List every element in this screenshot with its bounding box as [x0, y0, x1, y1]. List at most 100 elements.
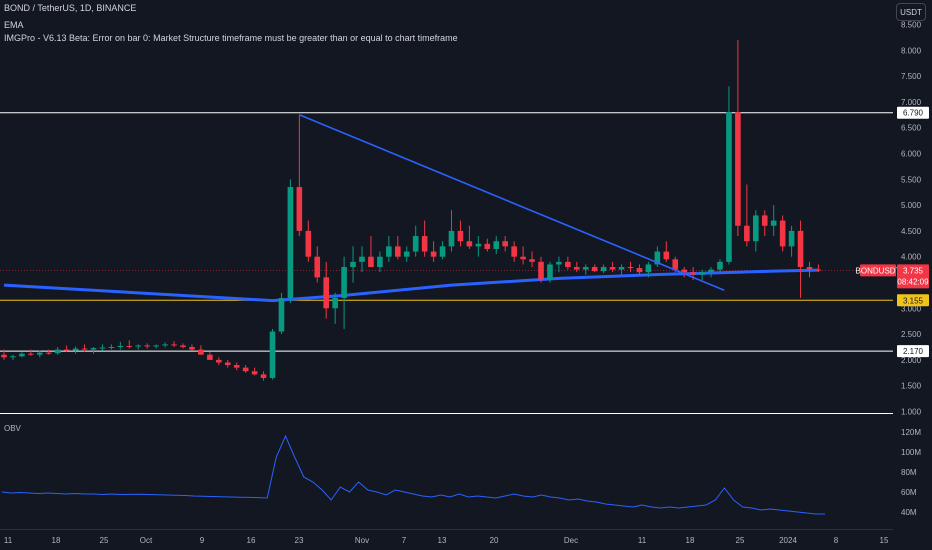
candle-body: [681, 269, 687, 273]
candle-body: [574, 267, 580, 270]
candle-body: [108, 347, 115, 348]
time-axis-tick: 25: [736, 536, 745, 545]
candle-body: [90, 348, 97, 350]
candle-body: [323, 277, 329, 309]
candle-body: [466, 241, 473, 247]
candle-body: [162, 344, 168, 346]
symbol-tag: [860, 264, 896, 277]
candle-body: [547, 264, 553, 280]
candle-body: [296, 187, 303, 231]
candle-body: [448, 230, 455, 247]
candle-body: [582, 267, 589, 270]
time-axis-tick: 20: [490, 536, 499, 545]
price-axis-tick: 8.000: [901, 46, 922, 55]
ema-line: [3, 268, 819, 303]
candle-body: [591, 267, 598, 272]
last-price-value: 3.735: [903, 266, 924, 275]
candle-body: [99, 347, 106, 349]
obv-axis-tick: 40M: [901, 508, 917, 517]
candle-body: [493, 241, 500, 249]
time-axis-tick: Dec: [564, 536, 578, 545]
level-price-tag-text: 3.155: [903, 296, 924, 305]
price-axis-tick: 1.500: [901, 382, 922, 391]
candle-body: [600, 267, 607, 272]
candle-body: [439, 246, 446, 257]
currency-button[interactable]: USDT: [896, 3, 926, 21]
candle-body: [233, 365, 240, 368]
candle-body: [654, 251, 661, 265]
time-axis-tick: 13: [438, 536, 447, 545]
candle-body: [815, 269, 822, 271]
candle-body: [618, 267, 625, 270]
imgpro-legend[interactable]: IMGPro - V6.13 Beta: Error on bar 0: Mar…: [4, 33, 458, 43]
time-axis-tick: 23: [295, 536, 304, 545]
candle-body: [10, 356, 16, 358]
time-axis-tick: 18: [52, 536, 61, 545]
price-axis-tick: 1.000: [901, 408, 922, 417]
price-axis-tick: 5.500: [901, 175, 922, 184]
candle-body: [19, 353, 25, 357]
price-axis-tick: 7.500: [901, 72, 922, 81]
candle-body: [350, 261, 356, 268]
time-axis-tick: 8: [834, 536, 839, 545]
candle-body: [761, 215, 768, 226]
candle-body: [216, 359, 222, 363]
candle-body: [45, 352, 52, 354]
time-axis-tick: 9: [200, 536, 205, 545]
candle-body: [37, 352, 43, 355]
obv-axis-tick: 120M: [901, 428, 921, 437]
candle-body: [72, 348, 79, 351]
candle-body: [565, 261, 571, 268]
candle-body: [475, 243, 482, 247]
candle-body: [520, 256, 526, 260]
candle-body: [135, 345, 142, 347]
price-axis-tick: 2.500: [901, 330, 922, 339]
candle-body: [753, 215, 759, 242]
symbol-legend[interactable]: BOND / TetherUS, 1D, BINANCE: [4, 3, 137, 13]
price-axis-tick: 6.000: [901, 150, 922, 159]
candle-body: [332, 297, 338, 309]
candle-body: [144, 345, 150, 347]
level-price-tag: [897, 294, 929, 307]
candle-body: [287, 187, 294, 298]
price-axis-tick: 8.500: [901, 21, 922, 30]
candle-body: [189, 347, 195, 350]
candle-body: [502, 241, 508, 247]
candle-body: [305, 230, 312, 257]
obv-title: OBV: [4, 424, 22, 433]
price-axis-tick: 3.000: [901, 304, 922, 313]
obv-axis-tick: 80M: [901, 468, 917, 477]
candle-body: [484, 243, 491, 249]
trendline: [299, 114, 725, 291]
candle-body: [207, 354, 213, 360]
candle-body: [699, 272, 705, 275]
price-axis-tick: 2.000: [901, 356, 922, 365]
candle-body: [386, 246, 392, 257]
candle-body: [126, 345, 133, 347]
candle-body: [198, 349, 204, 355]
candle-body: [717, 261, 723, 270]
time-axis-tick: Oct: [140, 536, 153, 545]
candle-body: [153, 345, 159, 347]
candle-body: [430, 251, 437, 257]
time-axis-tick: 11: [4, 536, 13, 545]
candle-body: [457, 230, 464, 242]
candle-body: [645, 264, 652, 273]
time-axis-tick: 2024: [779, 536, 797, 545]
candle-body: [81, 348, 88, 350]
candle-body: [395, 246, 401, 257]
ema-legend[interactable]: EMA: [4, 20, 24, 30]
level-price-tag-text: 2.170: [903, 347, 924, 356]
bar-countdown: 08:42:09: [897, 277, 929, 286]
candle-body: [788, 230, 795, 247]
candle-body: [171, 344, 177, 346]
candle-body: [636, 268, 643, 273]
candle-body: [556, 261, 562, 265]
time-axis-tick: 7: [402, 536, 407, 545]
candle-body: [708, 269, 714, 273]
candle-body: [690, 272, 696, 275]
time-axis-tick: 16: [247, 536, 256, 545]
candle-body: [779, 220, 786, 247]
obv-axis-tick: 60M: [901, 488, 917, 497]
